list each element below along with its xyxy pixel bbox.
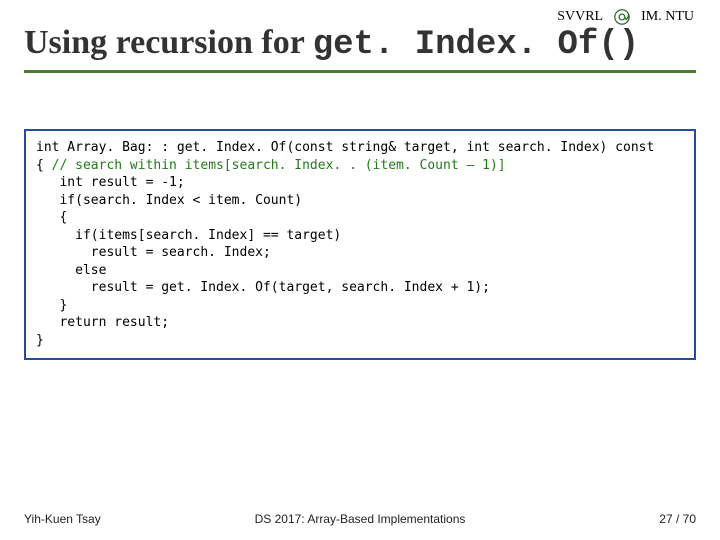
code-pre: int Array. Bag: : get. Index. Of(const s… bbox=[36, 139, 684, 350]
title-mono: get. Index. Of() bbox=[313, 26, 639, 64]
code-lines: int Array. Bag: : get. Index. Of(const s… bbox=[36, 140, 654, 348]
title-wrap: Using recursion for get. Index. Of() bbox=[24, 24, 696, 73]
title-prefix: Using recursion for bbox=[24, 24, 313, 61]
footer: Yih-Kuen Tsay DS 2017: Array-Based Imple… bbox=[24, 512, 696, 526]
footer-center: DS 2017: Array-Based Implementations bbox=[24, 512, 696, 526]
code-box: int Array. Bag: : get. Index. Of(const s… bbox=[24, 129, 696, 360]
slide-page: SVVRL IM. NTU Using recursion for get. I… bbox=[0, 0, 720, 540]
header-right-text: IM. NTU bbox=[641, 9, 694, 25]
header-left-text: SVVRL bbox=[557, 9, 603, 25]
slide-title: Using recursion for get. Index. Of() bbox=[24, 24, 696, 64]
